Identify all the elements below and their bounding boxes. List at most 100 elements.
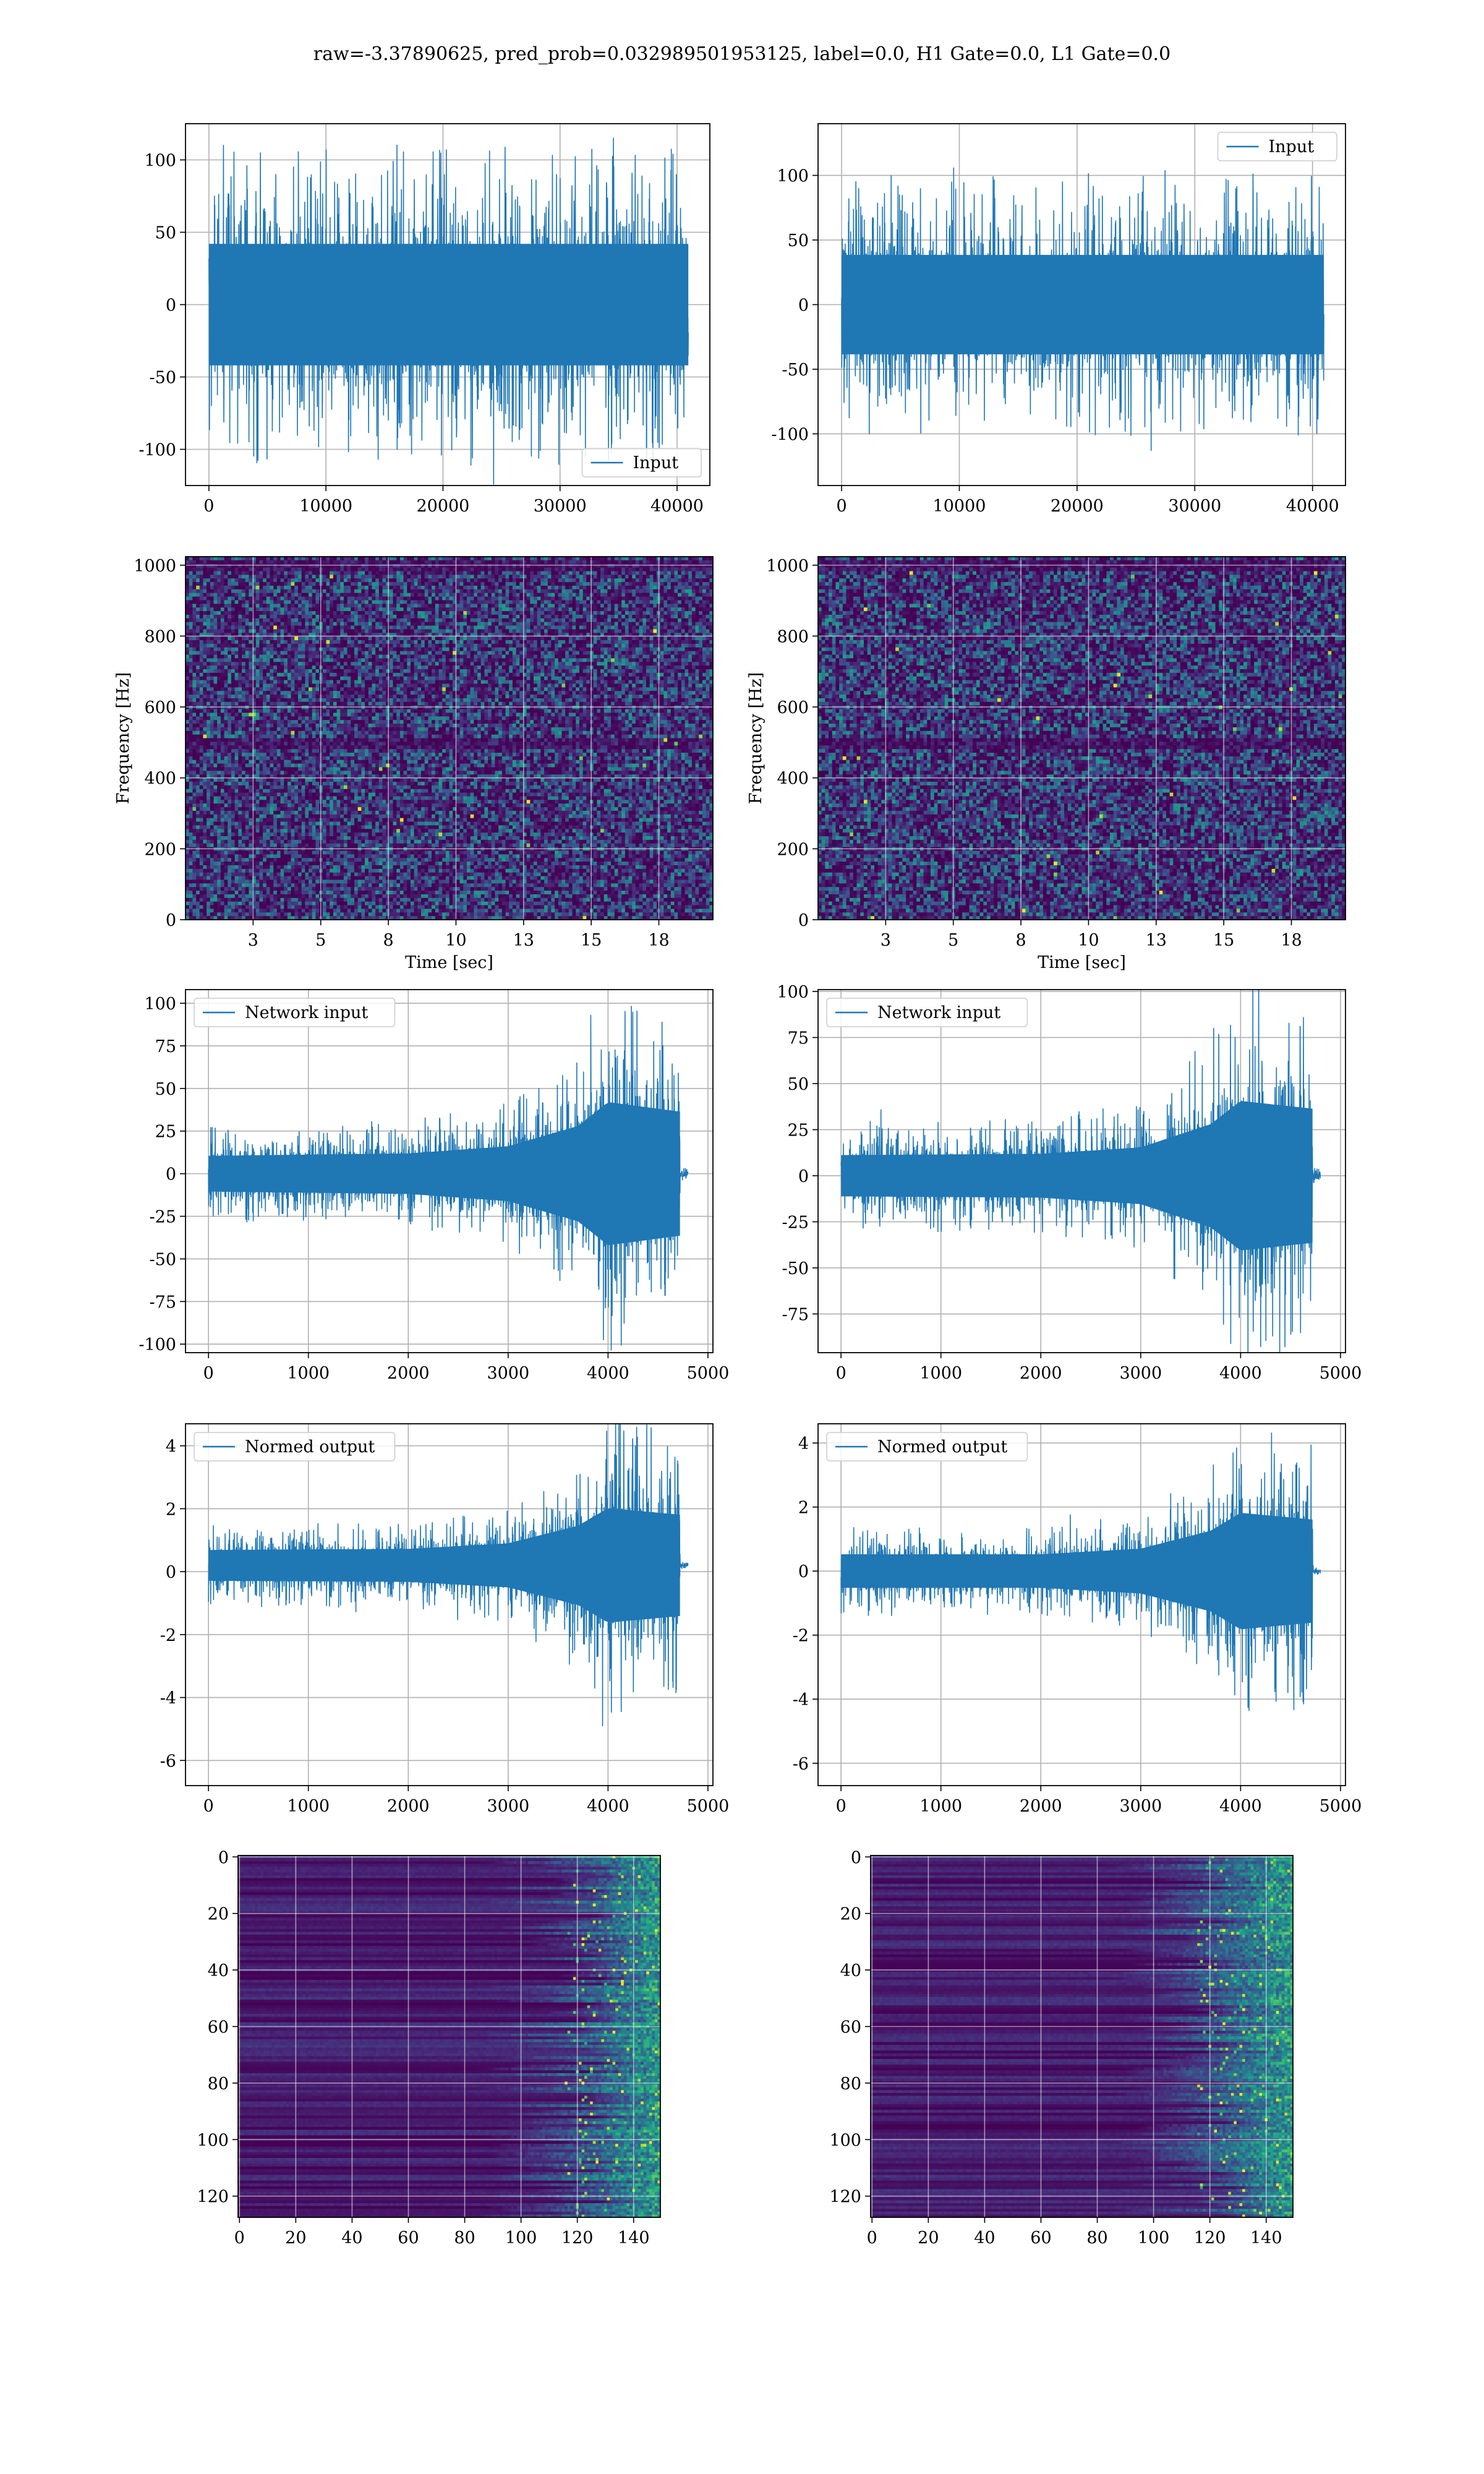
y-tick-label: 100 [777,983,809,1002]
legend-label: Normed output [877,1437,1007,1457]
x-tick-label: 2000 [1020,1797,1062,1816]
x-tick-label: 10000 [933,497,986,516]
x-tick-label: 40000 [650,497,704,516]
x-tick-label: 20 [285,2228,306,2248]
y-axis-label: Frequency [Hz] [114,672,133,804]
y-tick-label: 100 [197,2131,229,2150]
x-tick-label: 4000 [1219,1797,1262,1816]
legend-label: Network input [877,1003,1000,1022]
y-tick-label: 2 [166,1500,176,1519]
y-tick-label: 80 [840,2074,861,2094]
norm_h1-series-core [208,1509,680,1623]
y-tick-label: -50 [150,369,176,388]
y-tick-label: 100 [144,152,176,171]
net_h1: 0 1000 2000 3000 4000 5000-100-75-50-25025507… [139,990,729,1383]
x-tick-label: 3000 [487,1797,529,1816]
y-tick-label: 75 [155,1037,176,1056]
y-tick-label: 0 [166,296,176,315]
y-tick-label: -2 [160,1626,176,1645]
x-tick-label: 80 [454,2228,475,2248]
x-axis-label: Time [sec] [1038,953,1126,972]
y-tick-label: 0 [798,911,809,930]
feat_h1-cells [238,1856,661,2218]
x-tick-label: 3000 [487,1364,529,1383]
y-tick-label: -75 [150,1293,176,1312]
x-axis-label: Time [sec] [405,953,493,972]
y-tick-label: 120 [829,2188,861,2207]
y-tick-label: 4 [798,1434,809,1453]
x-tick-label: 30000 [1168,497,1221,516]
x-tick-label: 20000 [416,497,469,516]
legend-label: Network input [245,1003,368,1022]
y-tick-label: 75 [788,1029,809,1048]
spec_l1-cells [818,557,1346,920]
y-tick-label: 50 [788,1075,809,1094]
legend-label: Normed output [245,1437,375,1457]
x-tick-label: 4000 [587,1364,629,1383]
x-tick-label: 1000 [287,1364,330,1383]
y-tick-label: 20 [208,1905,229,1924]
input_h1-series-core [209,244,688,366]
x-tick-label: 15 [1213,931,1234,950]
x-tick-label: 8 [1015,931,1026,950]
x-tick-label: 100 [505,2228,537,2248]
net_h1-legend: Network input [194,998,395,1027]
x-tick-label: 18 [1281,931,1302,950]
x-tick-label: 5000 [687,1364,730,1383]
legend-label: Input [1269,137,1315,156]
x-tick-label: 5 [315,931,326,950]
y-tick-label: 40 [840,1961,861,1980]
y-tick-label: -6 [793,1755,809,1774]
y-tick-label: -25 [782,1213,809,1232]
norm_h1-legend: Normed output [194,1432,395,1461]
x-tick-label: 3 [248,931,258,950]
y-tick-label: 600 [777,698,809,717]
net_l1: 0 1000 2000 3000 4000 5000-75-50-250255075100… [777,948,1362,1383]
y-tick-label: 0 [218,1848,229,1867]
y-tick-label: -6 [160,1752,176,1771]
y-tick-label: 25 [788,1121,809,1140]
x-tick-label: 3000 [1119,1797,1162,1816]
x-tick-label: 40 [974,2228,995,2248]
x-tick-label: 30000 [534,497,587,516]
y-tick-label: 50 [155,224,176,243]
x-tick-label: 5000 [1320,1797,1362,1816]
y-tick-label: 25 [155,1123,176,1142]
y-tick-label: -100 [139,441,176,460]
x-tick-label: 3000 [1119,1364,1162,1383]
y-axis-label: Frequency [Hz] [746,672,765,804]
y-tick-label: 0 [798,1562,809,1582]
y-tick-label: -50 [782,1259,809,1278]
y-tick-label: 200 [144,840,176,859]
input_l1-series-core [842,255,1324,354]
x-tick-label: 0 [867,2228,877,2248]
input_l1-legend: Input [1218,132,1337,161]
y-tick-label: 0 [166,1165,176,1184]
x-tick-label: 100 [1138,2228,1170,2248]
y-tick-label: 600 [144,698,176,717]
x-tick-label: 0 [836,497,846,516]
x-tick-label: 10000 [299,497,352,516]
y-tick-label: 2 [798,1499,809,1518]
x-tick-label: 0 [836,1797,846,1816]
x-tick-label: 1000 [919,1797,962,1816]
x-tick-label: 140 [618,2228,650,2248]
y-tick-label: 4 [166,1437,176,1457]
y-tick-label: 0 [851,1848,861,1867]
y-tick-label: 0 [798,296,809,315]
y-tick-label: 0 [166,911,176,930]
x-tick-label: 1000 [919,1364,962,1383]
y-tick-label: 100 [777,167,809,186]
feat_l1-cells [871,1856,1294,2218]
y-tick-label: 80 [208,2074,229,2094]
x-tick-label: 10 [445,931,466,950]
y-tick-label: 120 [197,2188,229,2207]
x-tick-label: 40000 [1286,497,1339,516]
